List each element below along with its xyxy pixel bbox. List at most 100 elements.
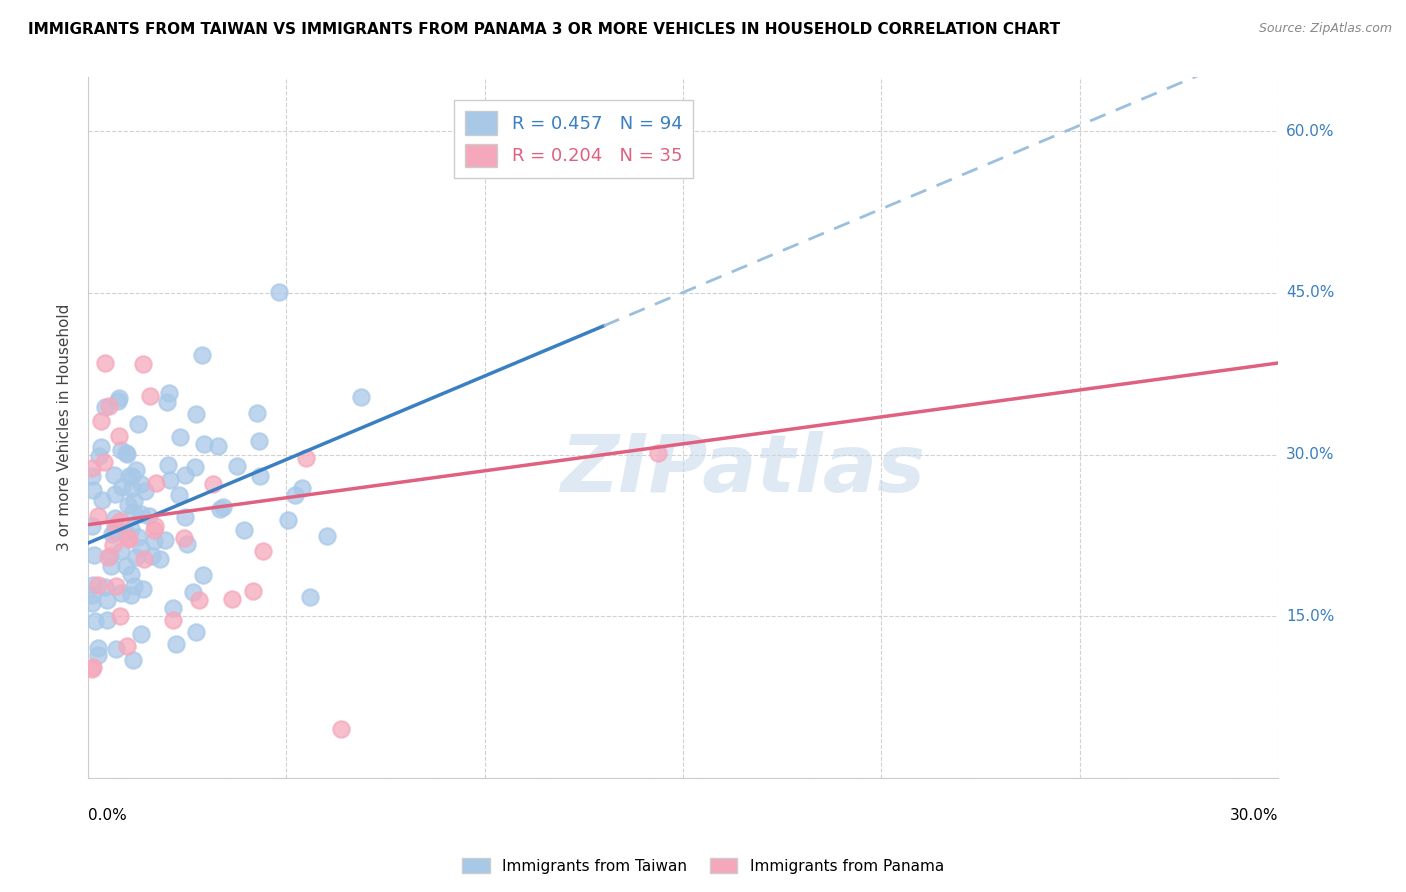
Point bbox=[193, 436, 215, 450]
Point bbox=[84, 615, 107, 629]
Point bbox=[132, 582, 155, 597]
Point bbox=[173, 531, 195, 545]
Point bbox=[82, 461, 104, 475]
Point bbox=[208, 501, 231, 516]
Point bbox=[110, 586, 132, 600]
Point bbox=[82, 596, 104, 610]
Point bbox=[143, 523, 166, 537]
Point bbox=[120, 522, 142, 536]
Point bbox=[82, 578, 104, 592]
Point bbox=[124, 463, 146, 477]
Point bbox=[207, 439, 229, 453]
Point bbox=[187, 593, 209, 607]
Point bbox=[94, 580, 117, 594]
Point bbox=[201, 477, 224, 491]
Point bbox=[110, 543, 132, 558]
Point bbox=[117, 639, 139, 653]
Point bbox=[211, 500, 233, 514]
Point bbox=[108, 391, 131, 405]
Point bbox=[330, 722, 353, 736]
Point bbox=[193, 568, 215, 582]
Point bbox=[299, 590, 322, 604]
Point bbox=[291, 482, 314, 496]
Point bbox=[149, 552, 172, 566]
Text: 30.0%: 30.0% bbox=[1286, 447, 1334, 462]
Point bbox=[141, 549, 163, 563]
Text: 60.0%: 60.0% bbox=[1286, 124, 1334, 139]
Text: ZIPatlas: ZIPatlas bbox=[560, 431, 925, 508]
Point bbox=[246, 406, 269, 420]
Point bbox=[142, 534, 165, 549]
Point bbox=[93, 455, 115, 469]
Point bbox=[162, 601, 184, 615]
Point bbox=[96, 613, 118, 627]
Point bbox=[90, 414, 112, 428]
Point bbox=[117, 498, 139, 512]
Point bbox=[165, 637, 187, 651]
Point bbox=[93, 400, 115, 414]
Point bbox=[91, 493, 114, 508]
Point bbox=[108, 609, 131, 624]
Point bbox=[127, 530, 149, 544]
Point bbox=[349, 390, 371, 404]
Point bbox=[226, 458, 249, 473]
Point bbox=[183, 460, 205, 475]
Point bbox=[82, 483, 104, 497]
Point bbox=[117, 447, 139, 461]
Point bbox=[87, 509, 110, 524]
Point bbox=[100, 558, 122, 573]
Point bbox=[104, 518, 127, 533]
Point bbox=[117, 531, 139, 545]
Point bbox=[252, 544, 274, 558]
Point bbox=[108, 514, 131, 528]
Point bbox=[120, 588, 142, 602]
Point bbox=[145, 475, 167, 490]
Point bbox=[115, 559, 138, 574]
Point bbox=[82, 468, 104, 483]
Point bbox=[134, 483, 156, 498]
Point bbox=[101, 526, 124, 541]
Point bbox=[156, 395, 179, 409]
Point bbox=[97, 550, 120, 565]
Point bbox=[181, 585, 204, 599]
Point bbox=[129, 541, 152, 555]
Point bbox=[316, 529, 339, 543]
Point bbox=[82, 660, 104, 674]
Point bbox=[87, 648, 110, 662]
Point bbox=[104, 511, 127, 525]
Text: IMMIGRANTS FROM TAIWAN VS IMMIGRANTS FROM PANAMA 3 OR MORE VEHICLES IN HOUSEHOLD: IMMIGRANTS FROM TAIWAN VS IMMIGRANTS FRO… bbox=[28, 22, 1060, 37]
Point bbox=[129, 507, 152, 521]
Text: 30.0%: 30.0% bbox=[1229, 808, 1278, 823]
Point bbox=[184, 407, 207, 421]
Point bbox=[103, 487, 125, 501]
Point bbox=[103, 538, 125, 552]
Point bbox=[173, 509, 195, 524]
Point bbox=[132, 357, 155, 371]
Point bbox=[124, 494, 146, 508]
Point bbox=[127, 417, 149, 432]
Point bbox=[221, 591, 243, 606]
Point bbox=[97, 399, 120, 413]
Text: 45.0%: 45.0% bbox=[1286, 285, 1334, 301]
Point bbox=[269, 285, 291, 299]
Point bbox=[139, 389, 162, 403]
Point bbox=[82, 588, 104, 602]
Point bbox=[122, 505, 145, 519]
Text: 0.0%: 0.0% bbox=[89, 808, 127, 823]
Point bbox=[83, 548, 105, 562]
Y-axis label: 3 or more Vehicles in Household: 3 or more Vehicles in Household bbox=[58, 304, 72, 551]
Point bbox=[186, 624, 208, 639]
Point bbox=[118, 469, 141, 483]
Point bbox=[100, 549, 122, 564]
Point bbox=[129, 626, 152, 640]
Point bbox=[108, 428, 131, 442]
Point bbox=[94, 356, 117, 370]
Point bbox=[87, 449, 110, 463]
Point bbox=[138, 508, 160, 523]
Point bbox=[129, 477, 152, 491]
Point bbox=[145, 519, 167, 533]
Point bbox=[87, 578, 110, 592]
Legend: R = 0.457   N = 94, R = 0.204   N = 35: R = 0.457 N = 94, R = 0.204 N = 35 bbox=[454, 101, 693, 178]
Point bbox=[111, 480, 134, 494]
Point bbox=[82, 661, 104, 675]
